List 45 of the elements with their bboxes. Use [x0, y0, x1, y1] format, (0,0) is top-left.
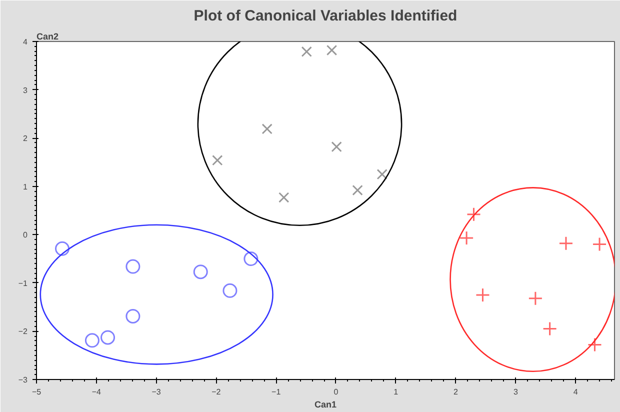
y-tick-label: 4 [23, 38, 28, 46]
point [212, 154, 223, 166]
x-tick-label: −5 [32, 388, 42, 396]
point [244, 252, 258, 266]
y-tick-label: −3 [18, 376, 28, 384]
x-tick-label: 2 [454, 388, 459, 396]
point [459, 230, 474, 246]
y-axis-title: Can2 [36, 32, 59, 42]
point [193, 264, 208, 280]
point [528, 291, 543, 306]
point [542, 322, 558, 336]
point [587, 337, 602, 352]
x-tick-label: −4 [92, 388, 102, 396]
x-tick-label: 1 [394, 388, 399, 396]
point [558, 236, 574, 251]
point [331, 141, 342, 152]
point [466, 207, 481, 222]
y-tick-label: 3 [23, 86, 28, 95]
point [592, 237, 607, 252]
point [301, 46, 312, 57]
point [475, 288, 490, 302]
x-tick-label: 3 [513, 388, 518, 396]
point [278, 192, 290, 203]
point [262, 124, 272, 134]
y-tick-label: 1 [23, 182, 28, 192]
y-tick-label: −2 [18, 327, 28, 336]
x-tick-label: 4 [573, 388, 578, 396]
y-tick-label: 2 [23, 134, 28, 144]
point [222, 283, 238, 298]
point [55, 241, 70, 256]
point [126, 259, 140, 274]
point [84, 333, 100, 348]
point [126, 309, 140, 324]
x-tick-label: −2 [212, 388, 222, 396]
x-tick-label: 0 [334, 388, 339, 396]
point [376, 168, 388, 180]
point [100, 330, 116, 345]
chart-title: Plot of Canonical Variables Identified [194, 8, 458, 24]
point [352, 184, 363, 196]
x-tick-label: −1 [272, 388, 282, 396]
y-tick-label: −1 [18, 278, 28, 288]
x-axis-title: Can1 [314, 400, 337, 410]
point [326, 44, 338, 56]
y-tick-label: 0 [23, 230, 28, 240]
x-tick-label: −3 [152, 388, 162, 396]
